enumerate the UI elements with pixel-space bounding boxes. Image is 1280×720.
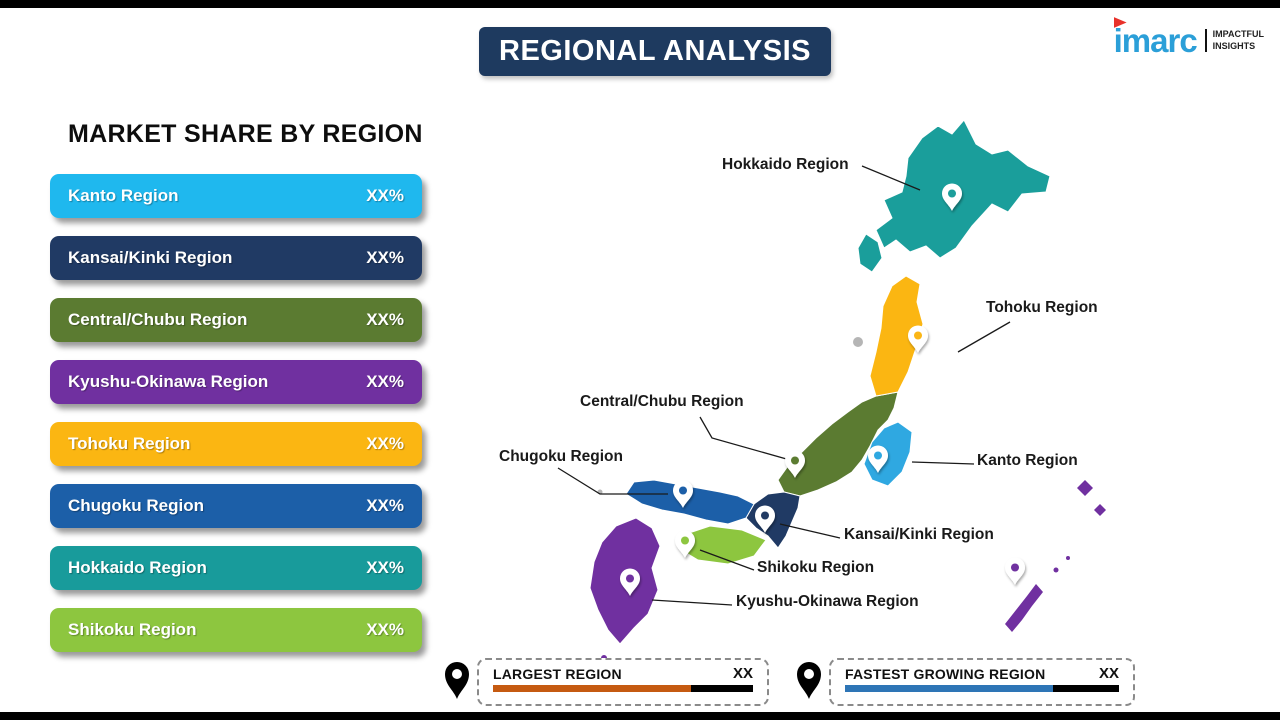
location-pin-chubu xyxy=(785,450,805,478)
largest-region-value: XX xyxy=(732,665,753,682)
bar-tohoku: Tohoku Region XX% xyxy=(50,422,422,466)
fastest-growing-label: FASTEST GROWING REGION xyxy=(845,665,1046,682)
location-pin-chugoku xyxy=(673,480,693,508)
bar-chugoku: Chugoku Region XX% xyxy=(50,484,422,528)
map-island-sado xyxy=(853,337,863,347)
map-region-kanto xyxy=(863,421,913,487)
location-pin-kanto xyxy=(868,445,888,473)
bar-label: Central/Chubu Region xyxy=(68,310,248,329)
japan-map xyxy=(557,119,1106,665)
bottom-border xyxy=(0,712,1280,720)
bar-shikoku: Shikoku Region XX% xyxy=(50,608,422,652)
location-pin-hokkaido xyxy=(942,183,962,211)
location-pin-tohoku xyxy=(908,325,928,353)
map-region-chubu xyxy=(777,391,899,497)
fastest-growing-legend: FASTEST GROWING REGION XX xyxy=(829,658,1135,706)
top-border xyxy=(0,0,1280,8)
market-share-heading: MARKET SHARE BY REGION xyxy=(68,120,423,148)
fastest-growing-value: XX xyxy=(1098,665,1119,682)
location-pin-kyushu xyxy=(620,568,640,596)
location-pin-okinawa xyxy=(1005,557,1025,585)
map-label-kanto: Kanto Region xyxy=(977,452,1078,469)
imarc-tagline: IMPACTFUL INSIGHTS xyxy=(1204,28,1264,53)
connector-kanto xyxy=(911,461,975,465)
map-label-kansai: Kansai/Kinki Region xyxy=(844,526,994,543)
largest-region-label: LARGEST REGION xyxy=(493,665,622,682)
fastest-growing-bar xyxy=(845,685,1119,692)
map-label-chugoku: Chugoku Region xyxy=(499,448,623,465)
market-share-bar-list: Kanto Region XX% Kansai/Kinki Region XX%… xyxy=(50,174,422,670)
connector-chugoku xyxy=(557,467,668,495)
bar-colored-segment xyxy=(493,685,691,692)
map-island-okinawa-main xyxy=(1005,584,1043,632)
bar-value: XX% xyxy=(366,496,404,515)
fastest-growing-pin-icon xyxy=(797,662,821,699)
connector-shikoku xyxy=(699,549,755,571)
page-title: REGIONAL ANALYSIS xyxy=(479,27,831,76)
bar-kansai: Kansai/Kinki Region XX% xyxy=(50,236,422,280)
location-pin-kansai xyxy=(755,505,775,533)
bar-hokkaido: Hokkaido Region XX% xyxy=(50,546,422,590)
connector-kansai xyxy=(779,523,841,539)
bar-label: Kanto Region xyxy=(68,186,179,205)
imarc-wordmark: imarc xyxy=(1113,17,1198,57)
largest-region-bar xyxy=(493,685,753,692)
map-region-hokkaido-tail xyxy=(857,233,883,273)
bar-value: XX% xyxy=(366,372,404,391)
connector-hokkaido xyxy=(861,165,921,191)
imarc-flag-icon xyxy=(1113,17,1127,28)
bar-chubu: Central/Chubu Region XX% xyxy=(50,298,422,342)
bar-kyushu: Kyushu-Okinawa Region XX% xyxy=(50,360,422,404)
map-island-okinawa xyxy=(1077,480,1093,496)
map-label-kyushu-okinawa: Kyushu-Okinawa Region xyxy=(736,593,919,610)
bar-label: Kansai/Kinki Region xyxy=(68,248,233,267)
bar-label: Hokkaido Region xyxy=(68,558,207,577)
largest-region-pin-icon xyxy=(445,662,469,699)
location-pin-shikoku xyxy=(675,530,695,558)
bar-value: XX% xyxy=(366,186,404,205)
map-label-hokkaido: Hokkaido Region xyxy=(722,156,849,173)
bar-black-segment xyxy=(690,685,753,692)
bar-label: Tohoku Region xyxy=(68,434,191,453)
bar-value: XX% xyxy=(366,248,404,267)
connector-kyushu xyxy=(651,599,733,606)
map-region-hokkaido xyxy=(875,119,1051,259)
bar-label: Kyushu-Okinawa Region xyxy=(68,372,269,391)
bar-kanto: Kanto Region XX% xyxy=(50,174,422,218)
bar-label: Chugoku Region xyxy=(68,496,204,515)
bar-black-segment xyxy=(1053,685,1119,692)
map-island-okinawa xyxy=(1066,556,1070,560)
connector-chubu xyxy=(699,416,791,461)
map-island-okinawa xyxy=(1094,504,1106,516)
connector-tohoku xyxy=(957,321,1011,353)
bar-colored-segment xyxy=(845,685,1054,692)
map-label-tohoku: Tohoku Region xyxy=(986,299,1098,316)
largest-region-legend: LARGEST REGION XX xyxy=(477,658,769,706)
bar-value: XX% xyxy=(366,310,404,329)
bar-value: XX% xyxy=(366,434,404,453)
map-island-okinawa xyxy=(1053,567,1059,573)
imarc-logo: imarc IMPACTFUL INSIGHTS xyxy=(1113,17,1264,57)
page-title-text: REGIONAL ANALYSIS xyxy=(499,35,811,67)
bar-value: XX% xyxy=(366,620,404,639)
bar-value: XX% xyxy=(366,558,404,577)
bar-label: Shikoku Region xyxy=(68,620,197,639)
map-region-tohoku xyxy=(869,275,924,397)
map-label-chubu: Central/Chubu Region xyxy=(580,393,744,410)
map-label-shikoku: Shikoku Region xyxy=(757,559,875,576)
